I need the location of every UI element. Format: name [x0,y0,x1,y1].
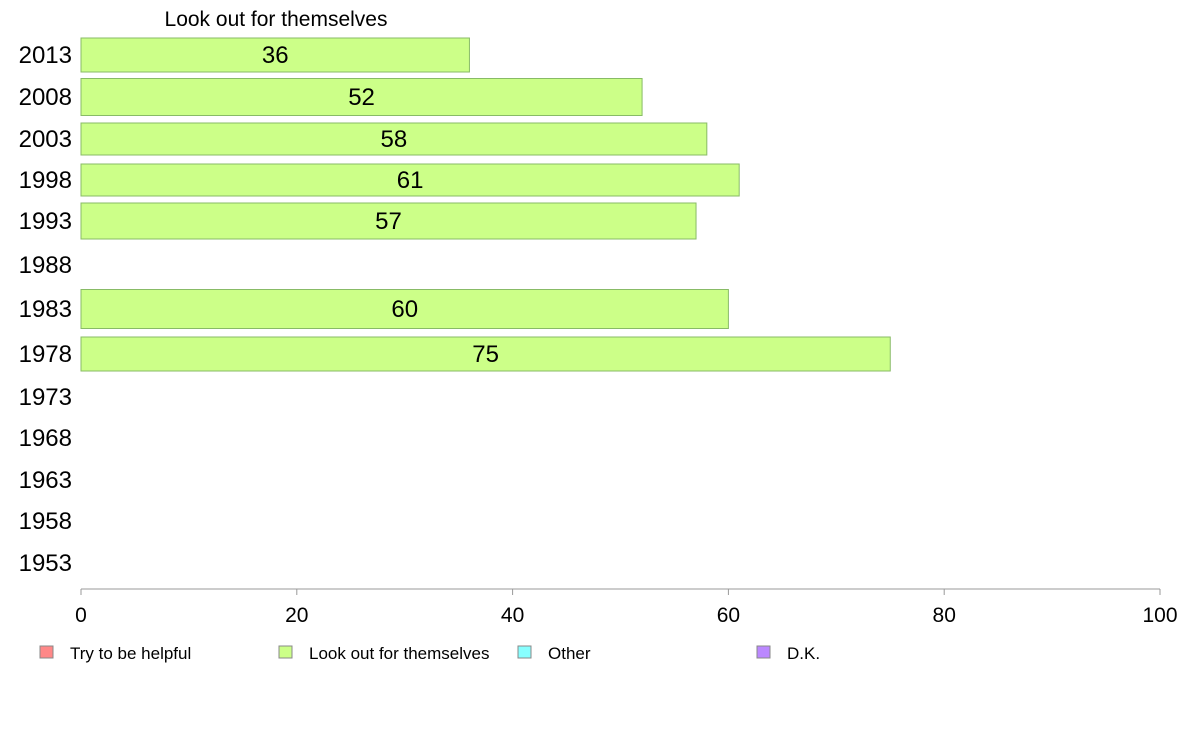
legend-label-2: Other [548,644,591,663]
x-axis: 0 20 40 60 80 100 [75,588,1178,627]
x-tick-label-40: 40 [501,604,524,627]
x-tick-label-100: 100 [1142,604,1177,627]
legend-swatch-3 [756,645,771,659]
x-tick-label-80: 80 [933,604,956,627]
legend-label-0: Try to be helpful [70,644,191,663]
chart-title: Look out for themselves [165,8,388,31]
y-tick-label-1978: 1978 [19,341,72,368]
y-tick-label-1958: 1958 [19,508,72,535]
y-tick-label-1973: 1973 [19,384,72,411]
bar-1993 [80,202,697,240]
legend-swatch-0 [39,645,54,659]
bar-1983 [80,289,729,329]
y-tick-label-2008: 2008 [19,84,72,111]
y-tick-label-1988: 1988 [19,252,72,279]
legend: Try to be helpful Look out for themselves… [39,644,820,663]
bar-1978 [80,336,891,372]
y-tick-label-1993: 1993 [19,208,72,235]
legend-label-3: D.K. [787,644,820,663]
y-tick-label-1998: 1998 [19,167,72,194]
legend-swatch-2 [517,645,532,659]
y-tick-label-1968: 1968 [19,425,72,452]
y-tick-label-1963: 1963 [19,467,72,494]
bar-value-label-2013: 36 [262,42,289,69]
year-labels-group: 2013 2008 2003 1998 1993 1988 1983 1978 1973 1968… [19,42,72,577]
x-tick-label-20: 20 [285,604,308,627]
bar-2003 [80,122,708,156]
bar-1998 [80,163,740,197]
bar-value-label-1983: 60 [391,296,418,323]
legend-label-1: Look out for themselves [309,644,489,663]
bar-value-label-2008: 52 [348,84,375,111]
y-tick-label-1983: 1983 [19,296,72,323]
y-tick-label-2003: 2003 [19,126,72,153]
legend-swatch-1 [278,645,293,659]
x-tick-label-0: 0 [75,604,87,627]
bar-value-label-1993: 57 [375,208,402,235]
bar-value-label-1978: 75 [472,341,499,368]
bar-value-label-1998: 61 [397,167,424,194]
y-tick-label-2013: 2013 [19,42,72,69]
y-tick-label-1953: 1953 [19,550,72,577]
bar-value-label-2003: 58 [381,126,408,153]
x-tick-label-60: 60 [717,604,740,627]
bar-2013 [80,37,470,73]
bar-2008 [80,78,643,116]
